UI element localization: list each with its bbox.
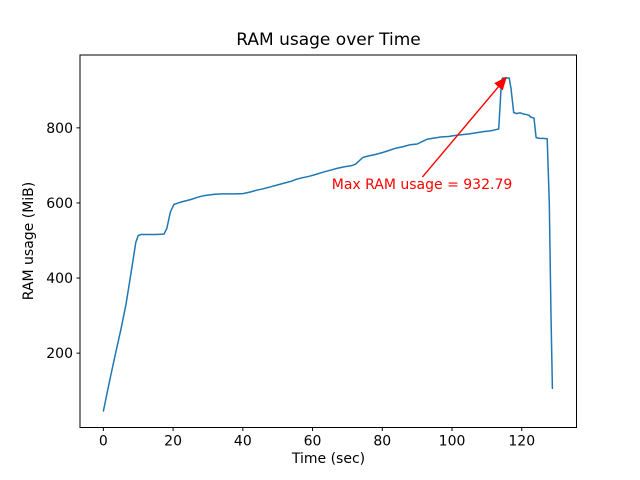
max-ram-annotation: Max RAM usage = 932.79 (331, 176, 513, 193)
y-tick-label: 400 (46, 271, 73, 287)
y-tick-label: 600 (46, 196, 73, 212)
x-axis-label: Time (sec) (291, 451, 366, 467)
x-tick-label: 100 (439, 434, 466, 450)
x-tick-label: 80 (373, 434, 391, 450)
ram-usage-line (102, 77, 554, 412)
x-tick-label: 0 (99, 434, 108, 450)
y-tick-label: 200 (46, 346, 73, 362)
annotation-arrow (421, 76, 507, 178)
x-tick-label: 20 (164, 434, 182, 450)
y-axis-label: RAM usage (MiB) (21, 181, 37, 301)
chart-title: RAM usage over Time (236, 30, 421, 50)
axes-frame (79, 54, 577, 428)
x-tick-label: 120 (508, 434, 535, 450)
x-tick-label: 60 (304, 434, 322, 450)
x-tick-label: 40 (234, 434, 252, 450)
y-tick-label: 800 (46, 121, 73, 137)
